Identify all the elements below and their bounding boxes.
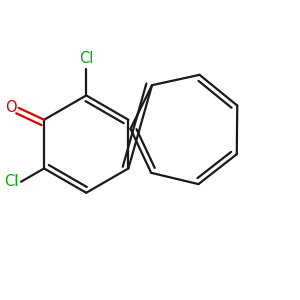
- Text: Cl: Cl: [4, 174, 18, 189]
- Text: Cl: Cl: [79, 51, 93, 66]
- Text: O: O: [5, 100, 16, 115]
